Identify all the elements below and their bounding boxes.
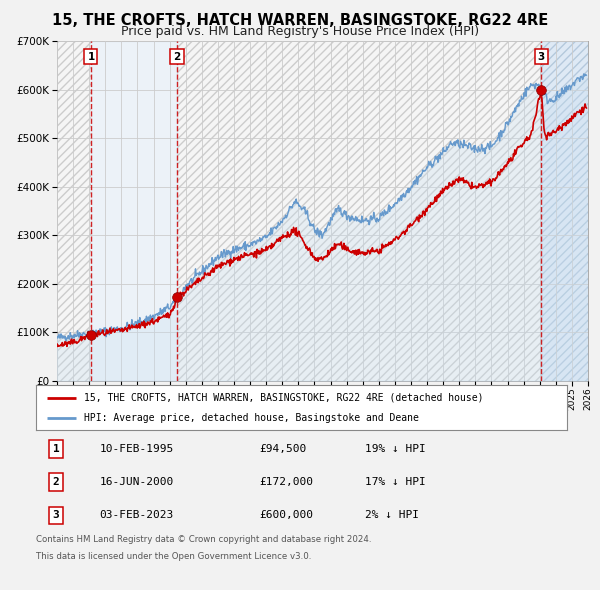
- Text: 03-FEB-2023: 03-FEB-2023: [100, 510, 174, 520]
- Bar: [177, 41, 541, 381]
- Text: 16-JUN-2000: 16-JUN-2000: [100, 477, 174, 487]
- Text: 2: 2: [173, 51, 181, 61]
- Text: Price paid vs. HM Land Registry's House Price Index (HPI): Price paid vs. HM Land Registry's House …: [121, 25, 479, 38]
- Text: 2: 2: [53, 477, 59, 487]
- Text: 1: 1: [53, 444, 59, 454]
- Bar: [57, 41, 91, 381]
- Text: Contains HM Land Registry data © Crown copyright and database right 2024.: Contains HM Land Registry data © Crown c…: [36, 535, 371, 543]
- Text: 17% ↓ HPI: 17% ↓ HPI: [365, 477, 426, 487]
- Text: 3: 3: [53, 510, 59, 520]
- Text: £94,500: £94,500: [259, 444, 306, 454]
- Text: HPI: Average price, detached house, Basingstoke and Deane: HPI: Average price, detached house, Basi…: [84, 414, 419, 424]
- Text: 3: 3: [538, 51, 545, 61]
- Text: This data is licensed under the Open Government Licence v3.0.: This data is licensed under the Open Gov…: [36, 552, 311, 561]
- Text: 15, THE CROFTS, HATCH WARREN, BASINGSTOKE, RG22 4RE (detached house): 15, THE CROFTS, HATCH WARREN, BASINGSTOK…: [84, 393, 483, 402]
- Text: £600,000: £600,000: [259, 510, 313, 520]
- Bar: [541, 41, 588, 381]
- Text: £172,000: £172,000: [259, 477, 313, 487]
- Text: 1: 1: [88, 51, 95, 61]
- Text: 19% ↓ HPI: 19% ↓ HPI: [365, 444, 426, 454]
- Bar: [541, 41, 588, 381]
- Text: 2% ↓ HPI: 2% ↓ HPI: [365, 510, 419, 520]
- Text: 15, THE CROFTS, HATCH WARREN, BASINGSTOKE, RG22 4RE: 15, THE CROFTS, HATCH WARREN, BASINGSTOK…: [52, 13, 548, 28]
- Bar: [91, 41, 177, 381]
- Text: 10-FEB-1995: 10-FEB-1995: [100, 444, 174, 454]
